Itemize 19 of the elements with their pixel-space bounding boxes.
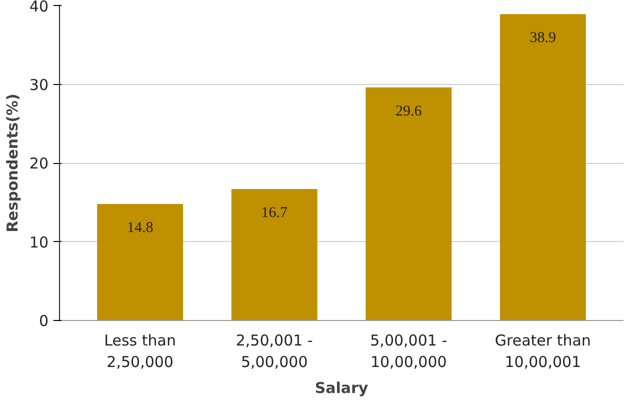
bar — [97, 204, 184, 320]
data-label: 29.6 — [396, 103, 422, 120]
data-label: 38.9 — [530, 30, 556, 46]
y-tick-label: 10 — [29, 233, 49, 252]
x-tick-label: Greater than 10,00,001 — [494, 332, 591, 372]
bar — [231, 188, 318, 320]
x-tick-label: Less than 2,50,000 — [104, 332, 176, 372]
y-tick-label: 20 — [29, 154, 49, 172]
data-label: 14.8 — [126, 220, 154, 236]
y-tick-label: 40 — [29, 0, 49, 16]
y-tick-label: 30 — [29, 76, 49, 94]
x-tick-label: 5,00,001 - 10,00,000 — [370, 332, 448, 372]
x-axis-title: Salary — [314, 379, 368, 398]
x-tick-label: 2,50,001 - 5,00,000 — [236, 332, 313, 372]
y-tick-label: 0 — [38, 312, 49, 330]
y-axis-title: Respondents(%) — [3, 94, 22, 232]
bar — [500, 14, 586, 320]
bar — [366, 87, 452, 320]
data-label: 16.7 — [261, 204, 288, 221]
